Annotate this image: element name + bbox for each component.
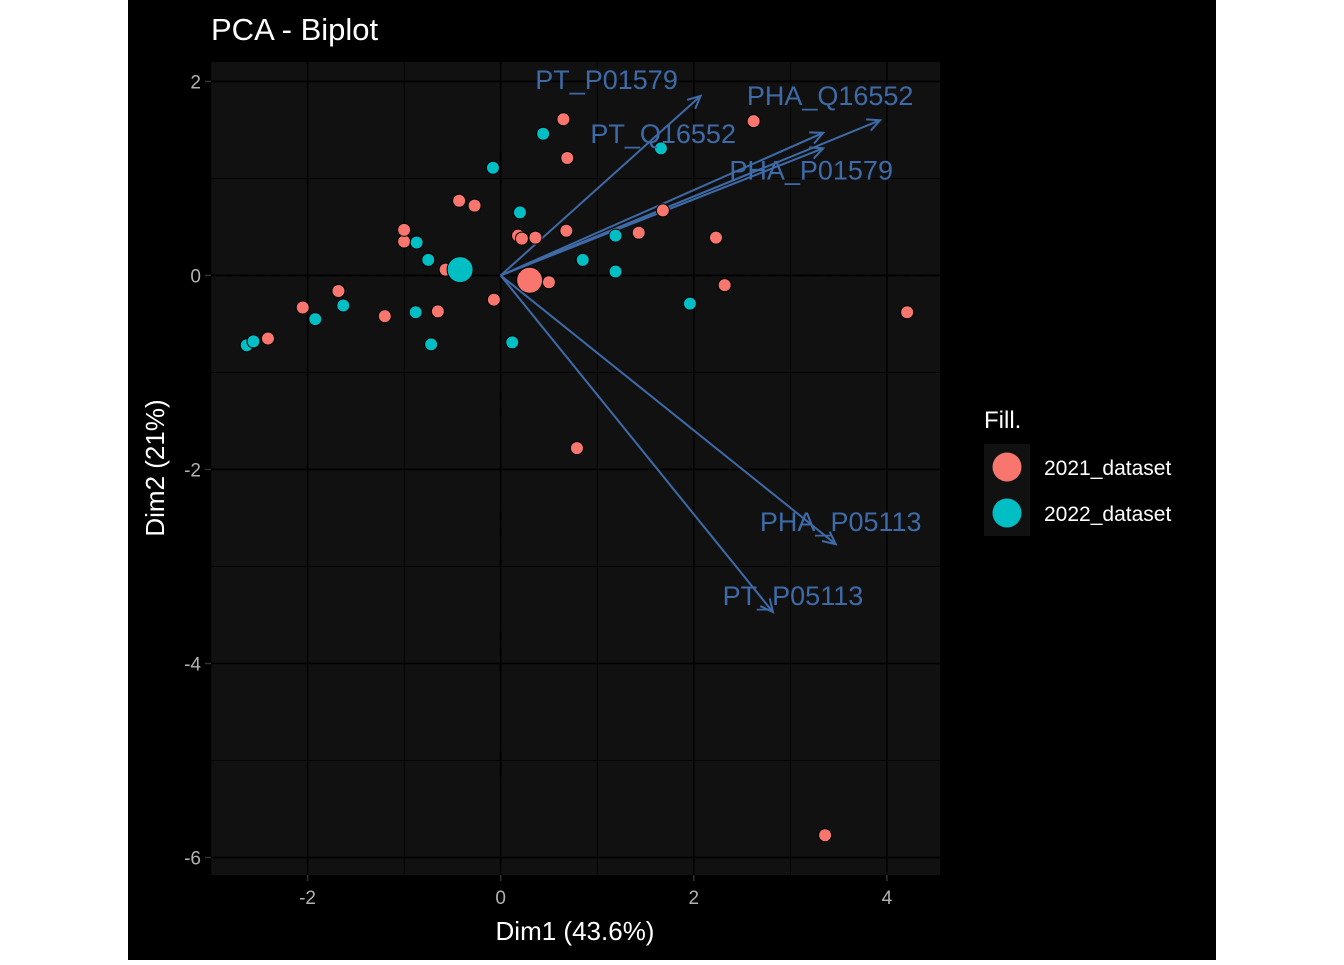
- y-tick-label: -2: [184, 460, 201, 481]
- point-2021_dataset: [708, 230, 723, 245]
- point-2021_dataset: [556, 112, 571, 127]
- point-2022_dataset: [409, 235, 424, 250]
- point-2022_dataset: [608, 264, 623, 279]
- point-2021_dataset: [295, 300, 310, 315]
- legend-key-2022: [992, 498, 1022, 528]
- legend: Fill. 2021_dataset 2022_dataset: [984, 407, 1171, 536]
- plot-panel: [211, 62, 940, 875]
- variable-arrow: [499, 274, 774, 613]
- point-2021_dataset: [717, 278, 732, 293]
- variable-arrowhead: [759, 598, 775, 614]
- variable-label: PHA_P01579: [729, 155, 893, 185]
- x-axis-label: Dim1 (43.6%): [496, 916, 655, 946]
- y-tick-label: -6: [184, 849, 201, 870]
- point-2022_dataset: [336, 298, 351, 313]
- point-2021_dataset: [569, 441, 584, 456]
- x-tick-label: 4: [882, 888, 893, 909]
- point-2021_dataset: [397, 222, 412, 237]
- variable-arrowhead: [686, 94, 703, 110]
- point-2022_dataset: [536, 126, 551, 141]
- variable-label: PHA_Q16552: [747, 81, 914, 111]
- point-2021_dataset: [900, 305, 915, 320]
- centroid-2022_dataset: [446, 256, 474, 284]
- point-2021_dataset: [541, 275, 556, 290]
- variable-arrowhead: [809, 131, 826, 145]
- legend-label-2021: 2021_dataset: [1044, 457, 1171, 480]
- point-2022_dataset: [608, 228, 623, 243]
- variable-arrowhead: [866, 118, 883, 132]
- point-2021_dataset: [559, 223, 574, 238]
- point-2021_dataset: [467, 198, 482, 213]
- point-2021_dataset: [514, 231, 529, 246]
- point-2021_dataset: [260, 331, 275, 346]
- variable-arrow: [500, 274, 837, 545]
- point-2022_dataset: [308, 312, 323, 327]
- point-2021_dataset: [452, 193, 467, 208]
- point-2022_dataset: [512, 205, 527, 220]
- variable-label: PHA_P05113: [760, 507, 922, 537]
- point-2021_dataset: [528, 230, 543, 245]
- variable-arrow: [500, 95, 702, 277]
- point-2021_dataset: [655, 203, 670, 218]
- point-2022_dataset: [653, 141, 668, 156]
- reference-lines: [211, 62, 940, 875]
- x-tick-label: 0: [495, 888, 506, 909]
- point-2022_dataset: [246, 334, 261, 349]
- point-2021_dataset: [486, 292, 501, 307]
- data-points: [239, 112, 915, 843]
- point-2022_dataset: [505, 335, 520, 350]
- variable-arrowhead: [821, 531, 838, 546]
- point-2022_dataset: [682, 296, 697, 311]
- point-2021_dataset: [631, 225, 646, 240]
- point-2021_dataset: [560, 151, 575, 166]
- point-2022_dataset: [421, 252, 436, 267]
- y-axis-label: Dim2 (21%): [140, 399, 170, 536]
- x-tick-label: 2: [688, 888, 699, 909]
- point-2021_dataset: [818, 828, 833, 843]
- point-2021_dataset: [331, 283, 346, 298]
- y-tick-label: -4: [184, 655, 201, 676]
- axes: -2 0 2 4 2 0 -2 -4 -6: [184, 72, 893, 909]
- variable-label: PT_P05113: [723, 581, 864, 611]
- variable-label: PT_P01579: [535, 65, 678, 95]
- variable-labels: PT_P01579 PHA_Q16552 PT_Q16552 PHA_P01579 PH…: [535, 65, 921, 611]
- point-2022_dataset: [424, 337, 439, 352]
- variable-arrowhead: [809, 146, 826, 160]
- point-2022_dataset: [485, 160, 500, 175]
- point-2021_dataset: [430, 304, 445, 319]
- variable-label: PT_Q16552: [590, 119, 736, 149]
- group-centroids: [446, 256, 544, 294]
- y-tick-label: 0: [190, 266, 201, 287]
- point-2021_dataset: [397, 234, 412, 249]
- legend-key-2021: [992, 452, 1022, 482]
- chart-title: PCA - Biplot: [211, 12, 379, 47]
- point-2021_dataset: [746, 114, 761, 129]
- legend-title: Fill.: [984, 407, 1021, 434]
- point-2022_dataset: [575, 252, 590, 267]
- legend-label-2022: 2022_dataset: [1044, 503, 1171, 526]
- centroid-2021_dataset: [516, 266, 544, 294]
- point-2021_dataset: [377, 309, 392, 324]
- x-tick-label: -2: [299, 888, 316, 909]
- y-tick-label: 2: [190, 72, 201, 93]
- point-2022_dataset: [408, 305, 423, 320]
